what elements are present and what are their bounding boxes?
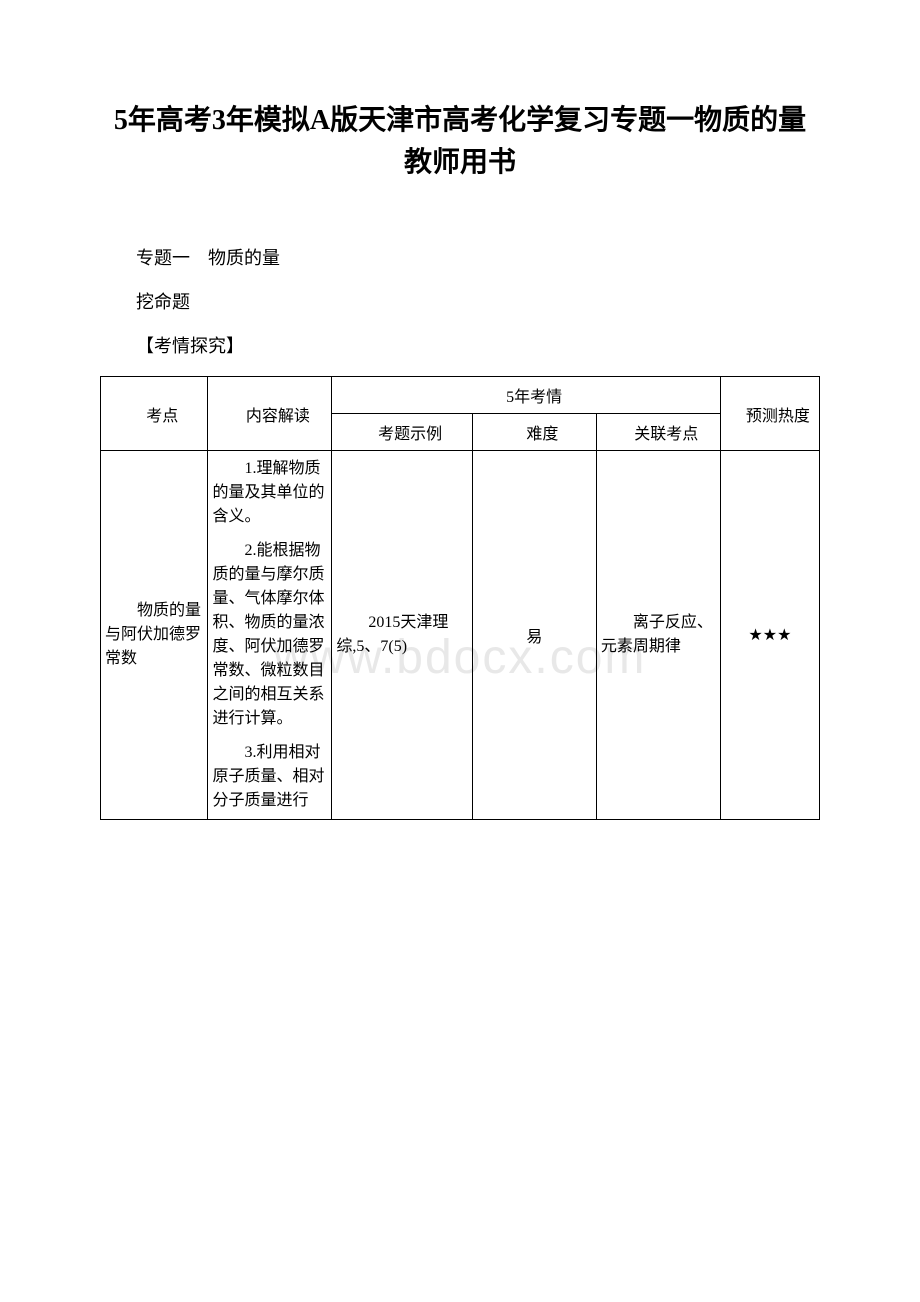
header-5year: 5年考情: [332, 377, 720, 414]
table-wrapper: 考点 内容解读 5年考情 预测热度 考题示例 难度 关联考点 物质的量与阿伏加德…: [100, 376, 820, 820]
header-related: 关联考点: [596, 414, 720, 451]
sub-heading: 挖命题: [100, 288, 820, 314]
header-difficulty: 难度: [472, 414, 596, 451]
table-row: 物质的量与阿伏加德罗常数 1.理解物质的量及其单位的含义。 2.能根据物质的量与…: [101, 451, 820, 820]
header-prediction: 预测热度: [720, 377, 819, 451]
content-para-3: 3.利用相对原子质量、相对分子质量进行: [212, 741, 327, 813]
table-header-row-1: 考点 内容解读 5年考情 预测热度: [101, 377, 820, 414]
header-topic: 考点: [101, 377, 208, 451]
cell-heat: ★★★: [720, 451, 819, 820]
cell-example: 2015天津理综,5、7(5): [332, 451, 472, 820]
cell-related: 离子反应、元素周期律: [596, 451, 720, 820]
section-heading: 专题一 物质的量: [100, 244, 820, 270]
cell-difficulty: 易: [472, 451, 596, 820]
document-title: 5年高考3年模拟A版天津市高考化学复习专题一物质的量教师用书: [100, 100, 820, 184]
bracket-heading: 【考情探究】: [100, 332, 820, 358]
cell-content: 1.理解物质的量及其单位的含义。 2.能根据物质的量与摩尔质量、气体摩尔体积、物…: [208, 451, 332, 820]
content-para-1: 1.理解物质的量及其单位的含义。: [212, 457, 327, 529]
exam-analysis-table: 考点 内容解读 5年考情 预测热度 考题示例 难度 关联考点 物质的量与阿伏加德…: [100, 376, 820, 820]
cell-topic: 物质的量与阿伏加德罗常数: [101, 451, 208, 820]
content-para-2: 2.能根据物质的量与摩尔质量、气体摩尔体积、物质的量浓度、阿伏加德罗常数、微粒数…: [212, 539, 327, 731]
header-example: 考题示例: [332, 414, 472, 451]
header-content: 内容解读: [208, 377, 332, 451]
